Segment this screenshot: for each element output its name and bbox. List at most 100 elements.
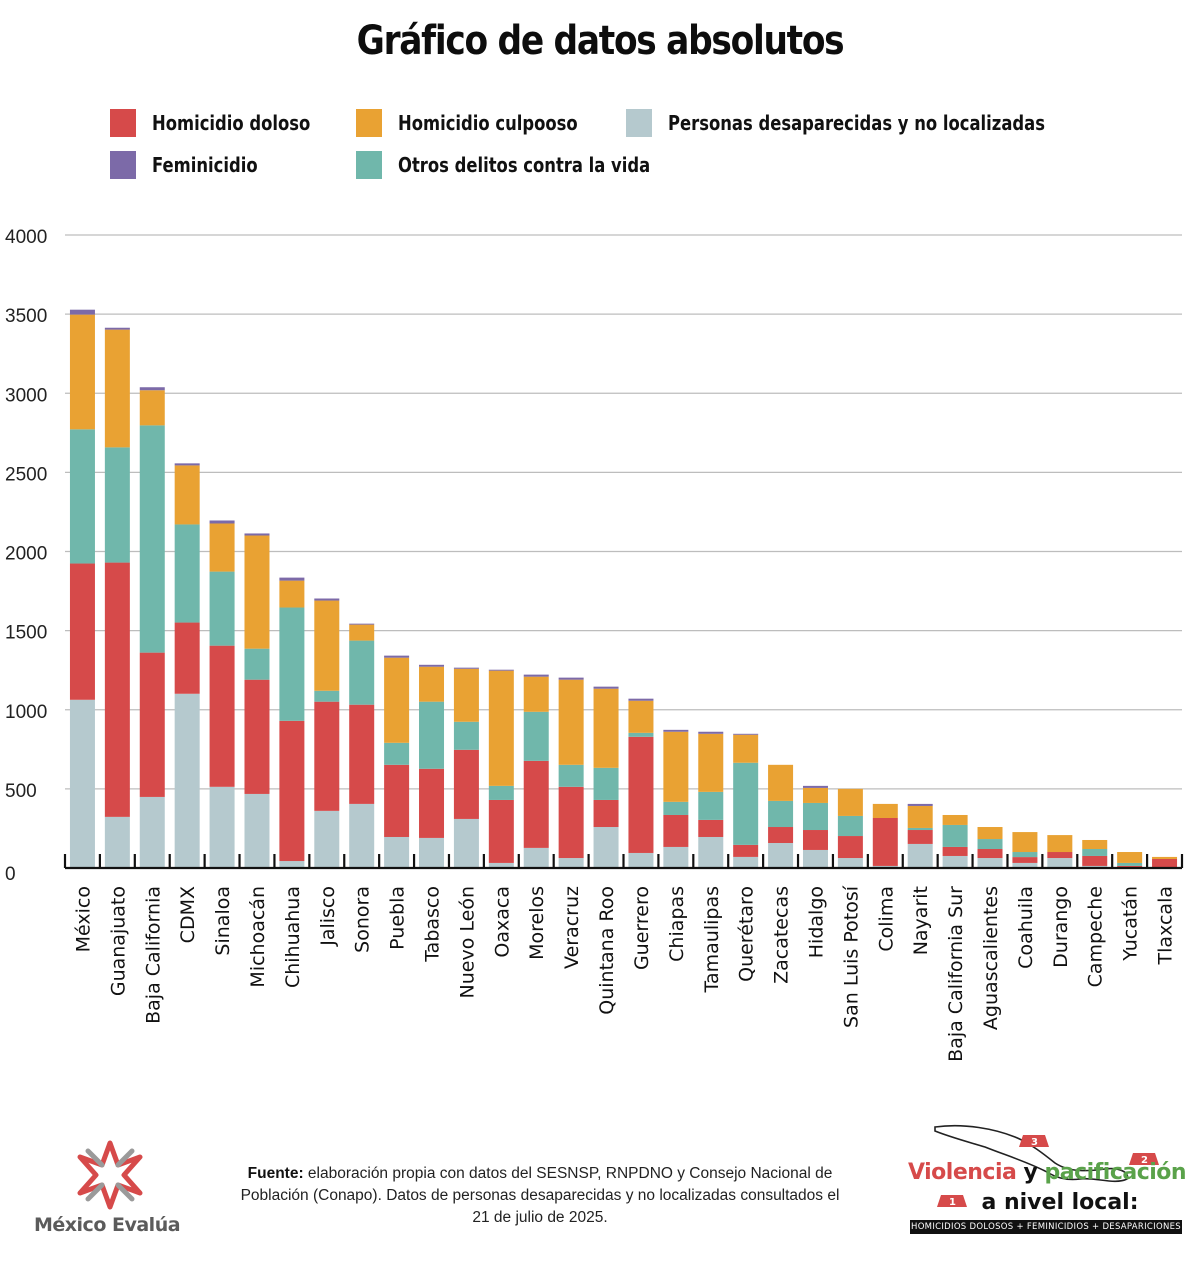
mexico-map-outline-icon: 3 2 1 [934, 1124, 1159, 1208]
bar-segment-homicidio-culpooso [453, 668, 479, 722]
bar-stack [419, 664, 445, 868]
bar-segment-personas-desaparecidas-y-no-localizadas [523, 847, 549, 868]
bar-segment-homicidio-culpooso [279, 580, 305, 608]
legend-swatch-homicidio-doloso [110, 109, 136, 137]
bar-segment-personas-desaparecidas-y-no-localizadas [802, 849, 828, 868]
bar-segment-personas-desaparecidas-y-no-localizadas [558, 858, 584, 868]
legend-label: Otros delitos contra la vida [398, 153, 651, 177]
legend-label: Personas desaparecidas y no localizadas [668, 111, 1045, 135]
bar-segment-otros-delitos-contra-la-vida [768, 800, 794, 828]
bar-segment-homicidio-culpooso [802, 787, 828, 803]
legend-item-homicidio-doloso: Homicidio doloso [110, 108, 345, 138]
bar-segment-otros-delitos-contra-la-vida [69, 429, 95, 564]
bar-segment-feminicidio [907, 803, 933, 806]
bar-segment-otros-delitos-contra-la-vida [139, 425, 165, 653]
bar-segment-homicidio-culpooso [768, 764, 794, 801]
bar-stack [1117, 852, 1143, 868]
bar-stack [698, 731, 724, 868]
bar-segment-feminicidio [349, 623, 375, 625]
bar-segment-homicidio-doloso [1152, 858, 1178, 868]
y-tick-label: 3500 [5, 306, 47, 327]
bar-segment-homicidio-culpooso [977, 827, 1003, 840]
y-tick-label: 1500 [5, 623, 47, 644]
bar-segment-personas-desaparecidas-y-no-localizadas [593, 827, 619, 868]
bar-stack [733, 733, 759, 868]
bar-segment-otros-delitos-contra-la-vida [837, 815, 863, 837]
x-tick-label: Durango [1050, 886, 1072, 968]
bar-segment-otros-delitos-contra-la-vida [628, 732, 654, 737]
x-tick-label: Quintana Roo [596, 886, 618, 1015]
bar-stack [942, 814, 968, 868]
bar-segment-homicidio-culpooso [1082, 839, 1108, 850]
x-tick-label: Guerrero [631, 886, 653, 970]
bar-segment-homicidio-doloso [942, 846, 968, 856]
bar-stack [1047, 835, 1073, 868]
bar-segment-homicidio-culpooso [628, 700, 654, 733]
bar-segment-otros-delitos-contra-la-vida [419, 701, 445, 769]
bar-segment-homicidio-culpooso [837, 788, 863, 816]
bar-segment-homicidio-doloso [837, 836, 863, 859]
y-tick-label: 3000 [5, 385, 47, 406]
bar-segment-feminicidio [733, 733, 759, 735]
bar-segment-otros-delitos-contra-la-vida [942, 824, 968, 847]
x-tick-label: Jalisco [317, 886, 339, 947]
bar-segment-otros-delitos-contra-la-vida [244, 648, 270, 680]
bar-stack [69, 309, 95, 868]
bar-segment-homicidio-culpooso [872, 803, 898, 818]
x-tick-label: Guanajuato [107, 886, 129, 996]
bar-segment-personas-desaparecidas-y-no-localizadas [349, 803, 375, 868]
bar-segment-otros-delitos-contra-la-vida [733, 762, 759, 845]
bar-segment-homicidio-culpooso [1117, 852, 1143, 863]
y-tick-label: 2000 [5, 544, 47, 565]
bar-segment-otros-delitos-contra-la-vida [104, 447, 130, 563]
chart-title: Gráfico de datos absolutos [356, 18, 845, 64]
source-label: Fuente: [247, 1165, 304, 1182]
x-tick-label: Coahuila [1015, 886, 1037, 969]
bar-stack [523, 674, 549, 868]
bar-stack [593, 686, 619, 868]
bar-stack [802, 785, 828, 868]
bar-segment-feminicidio [174, 463, 200, 466]
bar-segment-personas-desaparecidas-y-no-localizadas [977, 858, 1003, 868]
bar-segment-homicidio-culpooso [139, 390, 165, 426]
bar-segment-personas-desaparecidas-y-no-localizadas [1012, 862, 1038, 868]
x-tick-label: Hidalgo [805, 886, 827, 958]
bar-segment-homicidio-doloso [593, 799, 619, 828]
bar-segment-homicidio-culpooso [733, 734, 759, 763]
y-tick-label: 2500 [5, 464, 47, 485]
bar-segment-otros-delitos-contra-la-vida [279, 607, 305, 721]
bar-segment-homicidio-culpooso [174, 465, 200, 525]
bar-stack [104, 327, 130, 868]
bar-stack [139, 387, 165, 868]
marker-3: 3 [1019, 1135, 1049, 1148]
bar-segment-homicidio-doloso [279, 720, 305, 862]
bar-segment-feminicidio [488, 669, 514, 671]
bar-segment-feminicidio [209, 520, 235, 524]
bar-segment-personas-desaparecidas-y-no-localizadas [209, 786, 235, 868]
bar-segment-personas-desaparecidas-y-no-localizadas [733, 856, 759, 868]
bar-segment-personas-desaparecidas-y-no-localizadas [69, 699, 95, 868]
bar-segment-otros-delitos-contra-la-vida [593, 767, 619, 800]
x-tick-label: Aguascalientes [980, 886, 1002, 1030]
bar-segment-feminicidio [279, 577, 305, 581]
x-tick-label: Morelos [526, 886, 548, 960]
bar-segment-feminicidio [384, 655, 410, 658]
bar-segment-personas-desaparecidas-y-no-localizadas [384, 836, 410, 868]
x-tick-label: CDMX [177, 886, 199, 943]
bar-segment-homicidio-doloso [419, 768, 445, 838]
bar-segment-otros-delitos-contra-la-vida [977, 839, 1003, 850]
bar-segment-homicidio-culpooso [663, 731, 689, 802]
bar-segment-feminicidio [558, 677, 584, 680]
bar-segment-otros-delitos-contra-la-vida [174, 524, 200, 623]
bar-segment-homicidio-culpooso [244, 535, 270, 649]
bar-segment-personas-desaparecidas-y-no-localizadas [837, 858, 863, 868]
bar-segment-homicidio-doloso [768, 827, 794, 843]
bar-segment-homicidio-doloso [314, 701, 340, 811]
bar-segment-homicidio-doloso [488, 799, 514, 863]
bar-segment-otros-delitos-contra-la-vida [558, 764, 584, 787]
bar-segment-personas-desaparecidas-y-no-localizadas [314, 810, 340, 868]
chart-legend: Homicidio doloso Homicidio culpooso Pers… [110, 108, 1110, 188]
bar-segment-personas-desaparecidas-y-no-localizadas [174, 693, 200, 868]
x-tick-label: Yucatán [1120, 886, 1142, 962]
legend-item-personas-desaparecidas: Personas desaparecidas y no localizadas [626, 108, 1128, 138]
